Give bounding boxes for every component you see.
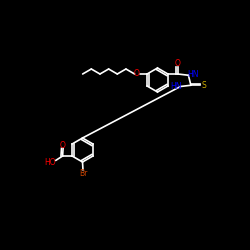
Text: HN: HN <box>187 70 198 79</box>
Text: Br: Br <box>79 169 88 178</box>
Text: HO: HO <box>44 158 56 167</box>
Text: O: O <box>60 140 66 149</box>
Text: O: O <box>134 70 140 78</box>
Text: O: O <box>175 59 181 68</box>
Text: S: S <box>202 81 206 90</box>
Text: HN: HN <box>170 82 182 91</box>
